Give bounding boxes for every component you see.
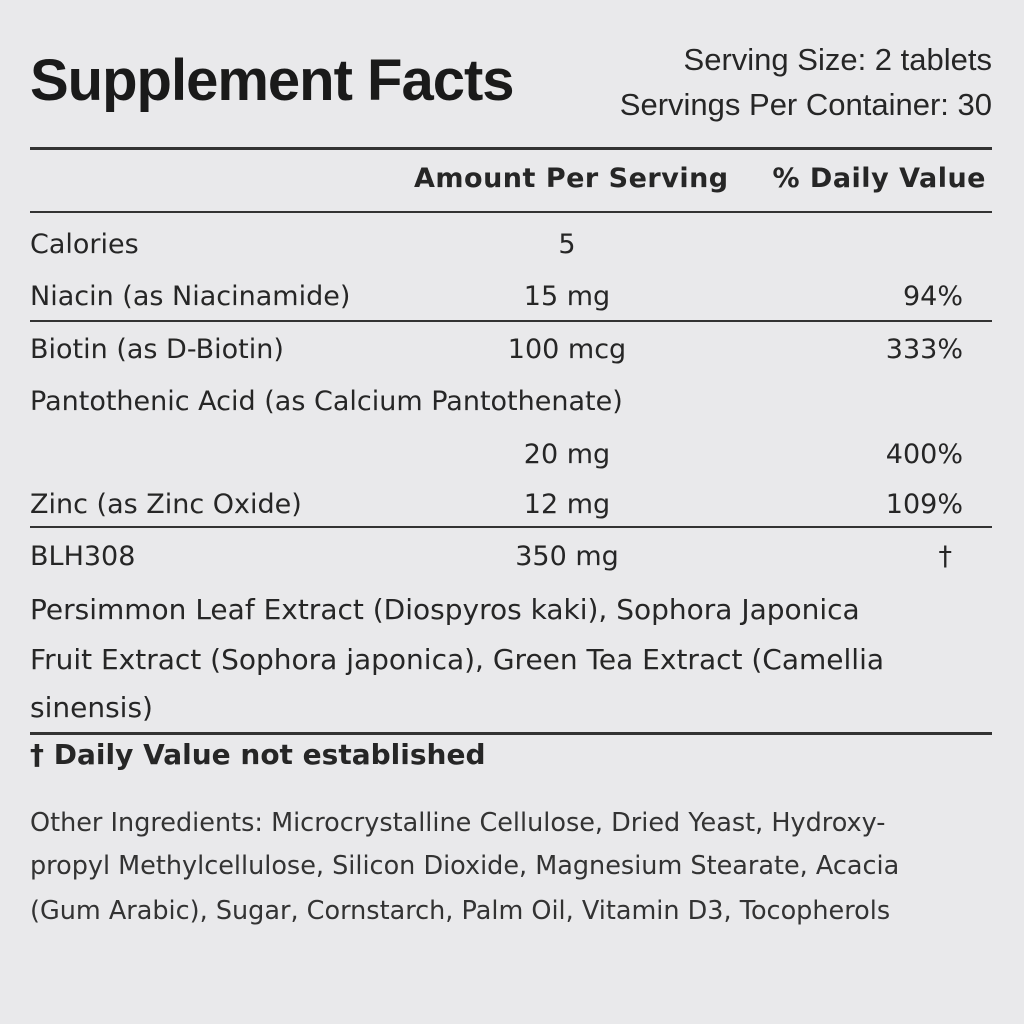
rule <box>30 211 992 213</box>
row-amount: 350 mg <box>515 541 619 572</box>
blend-line: sinensis) <box>30 691 153 724</box>
row-dv: 94% <box>902 281 963 312</box>
row-dv: 109% <box>885 489 963 520</box>
column-header: % Daily Value <box>772 163 986 194</box>
row-amount: 20 mg <box>523 439 611 470</box>
row-amount: 15 mg <box>523 281 611 312</box>
ingredients-line: propyl Methylcellulose, Silicon Dioxide,… <box>30 851 900 881</box>
row-amount: 12 mg <box>523 489 611 520</box>
ingredients-line: Other Ingredients: Microcrystalline Cell… <box>30 808 886 838</box>
rule <box>30 526 992 528</box>
ingredients-line: (Gum Arabic), Sugar, Cornstarch, Palm Oi… <box>30 896 891 926</box>
row-name: Pantothenic Acid (as Calcium Pantothenat… <box>30 386 623 417</box>
blend-line: Fruit Extract (Sophora japonica), Green … <box>30 643 884 676</box>
row-name: Niacin (as Niacinamide) <box>30 281 351 312</box>
row-dv: † <box>938 541 953 572</box>
row-dv: 400% <box>885 439 963 470</box>
row-amount: 100 mcg <box>507 334 627 365</box>
servings-per-container: Servings Per Container: 30 <box>619 87 992 122</box>
blend-line: Persimmon Leaf Extract (Diospyros kaki),… <box>30 593 860 626</box>
row-dv: 333% <box>885 334 963 365</box>
rule <box>30 147 992 150</box>
row-name: Zinc (as Zinc Oxide) <box>30 489 302 520</box>
rule <box>30 732 992 735</box>
row-name: BLH308 <box>30 541 136 572</box>
column-header: Amount Per Serving <box>414 163 729 194</box>
row-name: Calories <box>30 229 139 260</box>
serving-size: Serving Size: 2 tablets <box>683 42 992 77</box>
footnote: † Daily Value not established <box>30 738 486 771</box>
row-name: Biotin (as D-Biotin) <box>30 334 284 365</box>
rule <box>30 320 992 322</box>
row-amount: 5 <box>558 229 576 260</box>
title: Supplement Facts <box>30 48 515 113</box>
